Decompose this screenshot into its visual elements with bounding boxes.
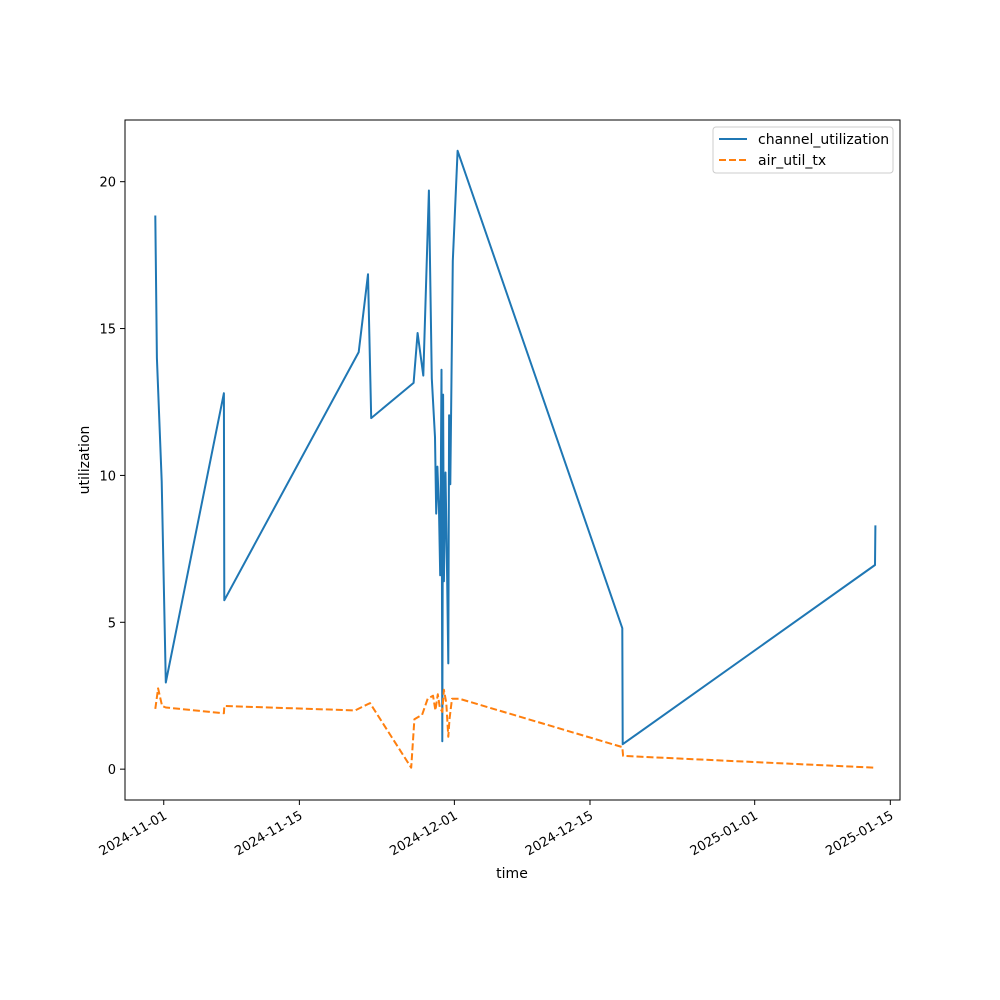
y-tick-label: 5 [108,616,116,631]
x-tick-label: 2024-12-15 [523,808,596,859]
legend-label-air-util-tx: air_util_tx [758,153,826,169]
y-tick-label: 10 [99,469,116,484]
series-line-channel-utilization [154,149,877,746]
series-line-air-util-tx [154,687,876,769]
y-tick-label: 0 [108,763,116,778]
legend-box [712,126,894,174]
x-axis: 2024-11-01 2024-11-15 2024-12-01 2024-12-15… [97,800,896,859]
x-axis-label: time [496,866,528,882]
legend: channel_utilization air_util_tx [712,126,894,174]
y-axis-label: utilization [77,426,93,495]
x-tick-label: 2024-12-01 [387,808,460,859]
y-tick-label: 20 [99,176,116,191]
x-tick-label: 2025-01-01 [688,808,761,859]
x-tick-label: 2025-01-15 [823,808,896,859]
legend-label-channel-utilization: channel_utilization [758,132,889,148]
plot-area-frame [124,119,901,801]
y-tick-label: 15 [99,323,116,338]
x-tick-label: 2024-11-15 [232,808,305,859]
x-tick-label: 2024-11-01 [97,808,170,859]
plot-lines [154,149,877,769]
y-axis: 0 5 10 15 20 [99,176,125,778]
